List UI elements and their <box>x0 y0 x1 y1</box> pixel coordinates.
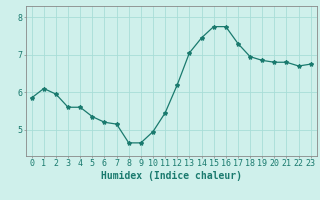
X-axis label: Humidex (Indice chaleur): Humidex (Indice chaleur) <box>101 171 242 181</box>
